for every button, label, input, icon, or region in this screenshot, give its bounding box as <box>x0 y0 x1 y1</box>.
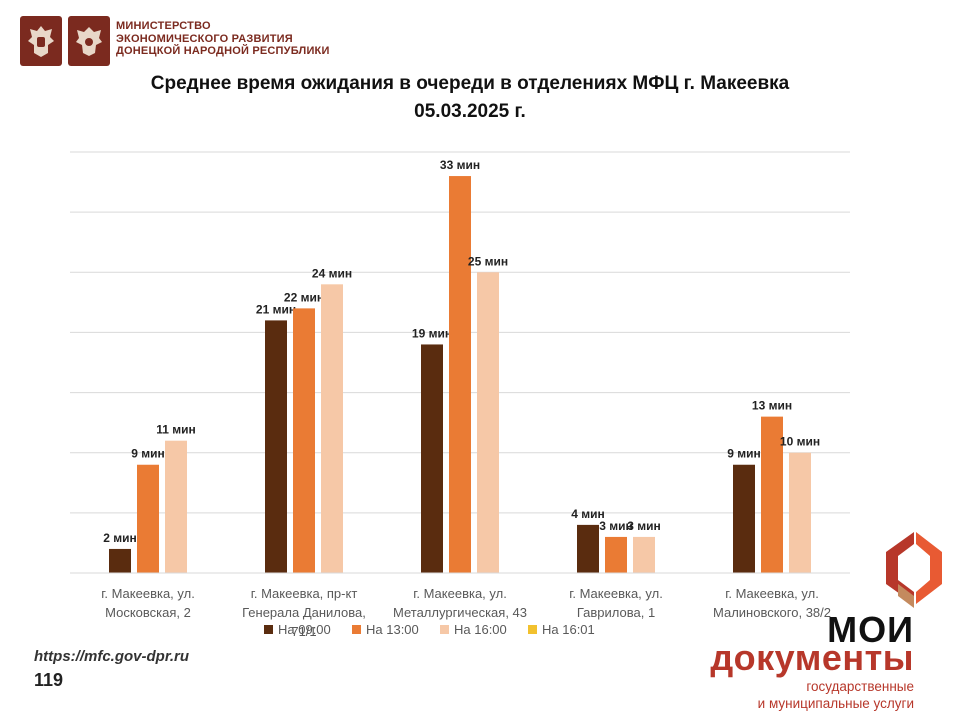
legend-label: На 16:00 <box>454 622 507 637</box>
bar <box>633 536 655 573</box>
x-tick-label: Малиновского, 38/2 <box>713 605 831 620</box>
data-label: 11 мин <box>156 423 196 437</box>
data-label: 3 мин <box>599 519 633 533</box>
bar <box>577 524 599 573</box>
russia-emblem-icon <box>20 16 62 66</box>
bar <box>421 344 443 573</box>
chart-title-line-2: 05.03.2025 г. <box>414 101 526 122</box>
moi-dokumenty-logo-icon <box>886 532 942 608</box>
bar-chart: 2 мин 9 мин 11 мин г. Макеевка, ул. Московск… <box>70 151 850 639</box>
x-tick-label: Металлургическая, 43 <box>393 605 527 620</box>
data-label: 4 мин <box>571 507 605 521</box>
data-label: 25 мин <box>468 254 508 268</box>
x-tick-label: 71/1 <box>291 624 316 639</box>
legend-swatch <box>528 625 537 634</box>
chart-title-line-1: Среднее время ожидания в очереди в отдел… <box>150 73 790 94</box>
legend-swatch <box>440 625 449 634</box>
data-label: 13 мин <box>752 399 792 413</box>
data-label: 21 мин <box>256 302 296 316</box>
dpr-emblem-icon <box>68 16 110 66</box>
bar <box>109 548 131 573</box>
x-tick-label: г. Макеевка, ул. <box>101 586 195 601</box>
x-tick-label: Гаврилова, 1 <box>577 605 655 620</box>
brand-name-line-2: документы <box>710 637 914 678</box>
legend-swatch <box>352 625 361 634</box>
bar <box>733 464 755 573</box>
bar <box>605 536 627 573</box>
legend-label: На 09:00 <box>278 622 331 637</box>
bar <box>293 308 315 573</box>
bar <box>265 320 287 573</box>
data-label: 2 мин <box>103 531 137 545</box>
brand-name-line-1: МОИ <box>827 609 914 650</box>
legend-swatch <box>264 625 273 634</box>
ministry-line-1: МИНИСТЕРСТВО <box>116 20 211 32</box>
data-label: 24 мин <box>312 266 352 280</box>
ministry-line-2: ЭКОНОМИЧЕСКОГО РАЗВИТИЯ <box>116 32 293 45</box>
bar <box>137 464 159 573</box>
data-label: 9 мин <box>131 447 165 461</box>
brand-tagline: государственные и муниципальные услуги <box>758 678 914 712</box>
data-label: 3 мин <box>627 519 661 533</box>
bar <box>449 176 471 574</box>
x-tick-label: Генерала Данилова, <box>242 605 366 620</box>
legend-label: На 13:00 <box>366 622 419 637</box>
brand-tagline-line-1: государственные <box>806 679 914 694</box>
bar <box>789 452 811 573</box>
x-tick-label: г. Макеевка, ул. <box>725 586 819 601</box>
x-tick-label: Московская, 2 <box>105 605 191 620</box>
ministry-name: МИНИСТЕРСТВО ЭКОНОМИЧЕСКОГО РАЗВИТИЯ ДОН… <box>116 20 376 58</box>
footer-number: 119 <box>34 670 64 690</box>
x-tick-label: г. Макеевка, ул. <box>569 586 663 601</box>
footer-url[interactable]: https://mfc.gov-dpr.ru <box>34 648 189 665</box>
data-label: 22 мин <box>284 290 324 304</box>
legend-label: На 16:01 <box>542 622 595 637</box>
bar <box>761 416 783 573</box>
data-label: 33 мин <box>440 158 480 172</box>
brand-tagline-line-2: и муниципальные услуги <box>757 696 914 711</box>
ministry-line-3: ДОНЕЦКОЙ НАРОДНОЙ РЕСПУБЛИКИ <box>116 45 330 57</box>
data-label: 9 мин <box>727 447 761 461</box>
chart-title: Среднее время ожидания в очереди в отдел… <box>0 70 940 126</box>
x-tick-label: г. Макеевка, ул. <box>413 586 507 601</box>
bar <box>165 440 187 573</box>
x-tick-label: г. Макеевка, пр-кт <box>251 586 358 601</box>
data-label: 10 мин <box>780 435 820 449</box>
bar <box>321 284 343 573</box>
data-label: 19 мин <box>412 326 452 340</box>
bar <box>477 272 499 573</box>
